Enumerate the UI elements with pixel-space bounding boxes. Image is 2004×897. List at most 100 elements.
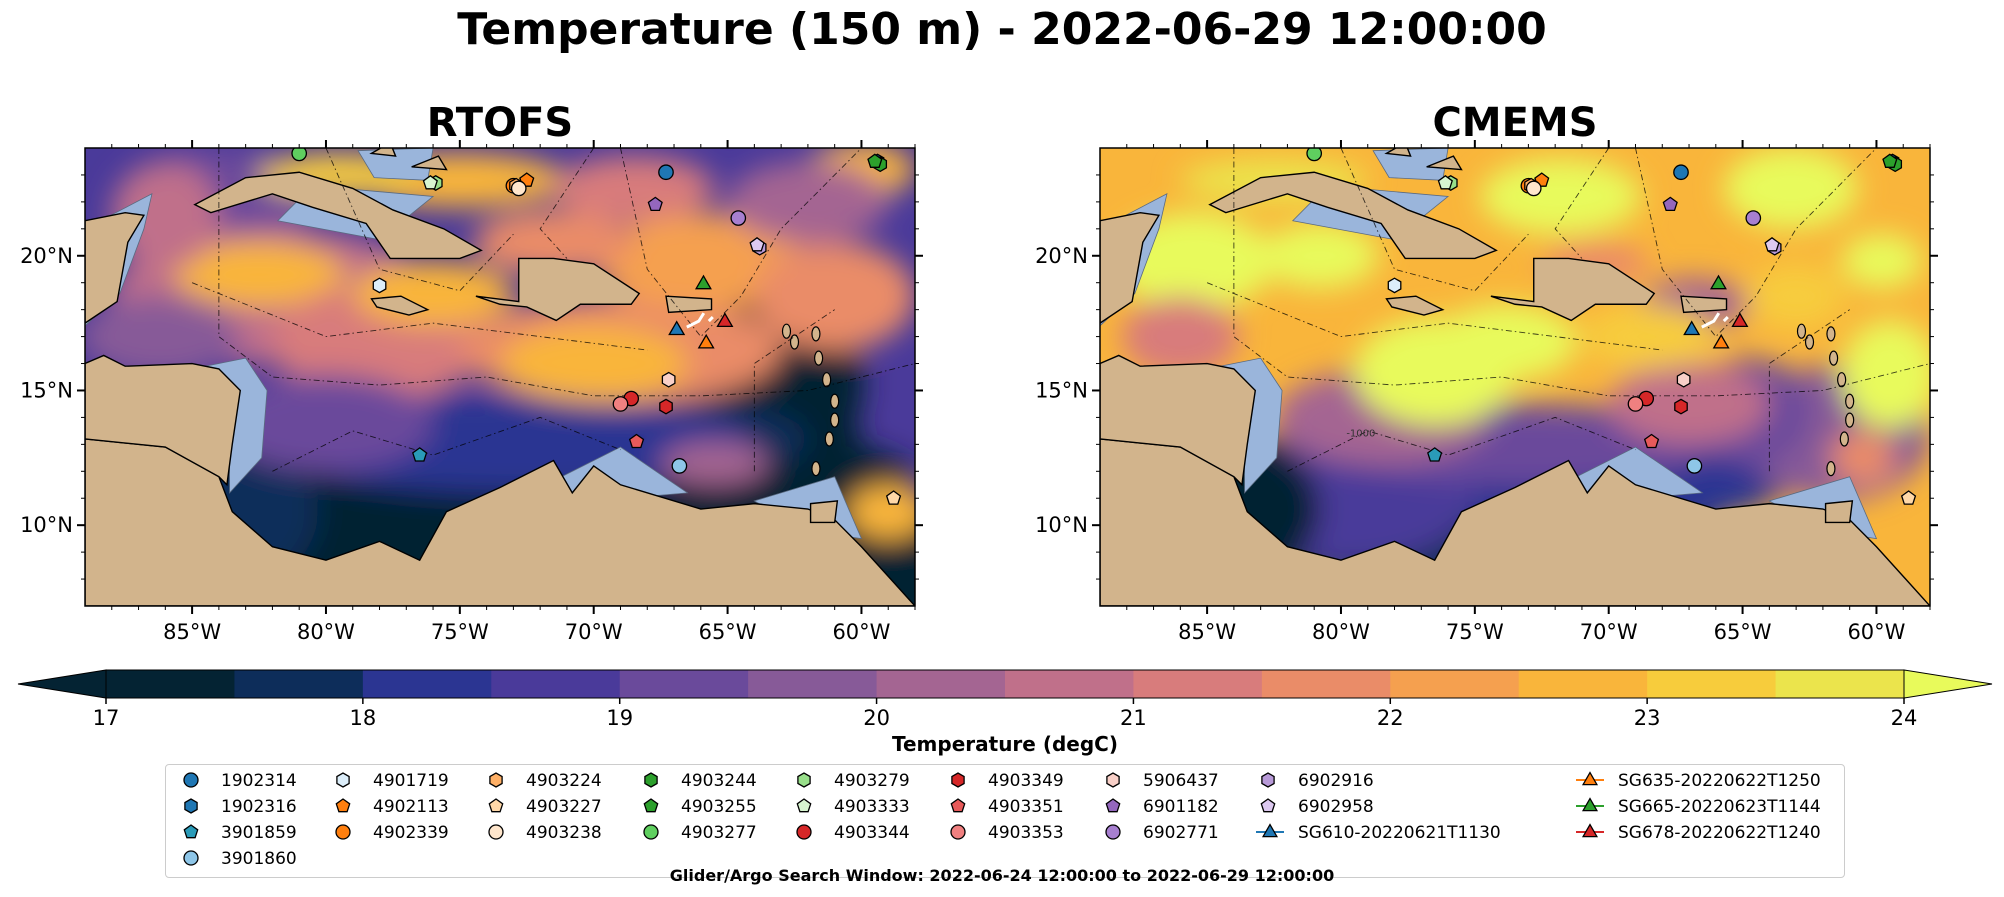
argo-4903277-marker: [291, 148, 308, 162]
glider-SG635-20220622T1250-marker: [1712, 333, 1730, 349]
legend-label: 6902916: [1298, 771, 1374, 791]
legend-entry: 3901860: [183, 849, 297, 869]
legend-label: 6902771: [1143, 823, 1219, 843]
island: [1845, 393, 1855, 409]
legend-marker: [489, 772, 503, 788]
lat-tick-label: 15°N: [20, 378, 73, 402]
legend: 1902314 1902316 3901859 3901860 4901719 49021…: [165, 764, 1845, 878]
legend-entry: 1902316: [184, 797, 297, 817]
observation-markers: [291, 148, 902, 505]
eez-boundary: [1768, 309, 1850, 472]
argo-4903238-marker: [510, 180, 527, 197]
temperature-contour: [1723, 148, 1858, 229]
legend-label: 4901719: [373, 771, 449, 791]
lon-tick-label: 80°W: [1312, 620, 1370, 644]
island: [1837, 372, 1847, 388]
legend-entry: 4903244: [644, 771, 757, 791]
legend-marker: [1105, 824, 1121, 840]
legend-label: 3901860: [221, 849, 297, 869]
eez-boundary: [191, 282, 648, 351]
argo-6901182-marker: [647, 196, 663, 212]
legend-entry: 4903255: [643, 797, 757, 817]
argo-4903227-marker: [1900, 490, 1917, 505]
legend-entry: 3901859: [183, 823, 297, 843]
legend-marker: [1260, 798, 1276, 813]
legend-entry: 6902771: [1105, 823, 1219, 843]
legend-label: SG610-20220621T1130: [1298, 823, 1501, 843]
legend-marker: [488, 798, 504, 813]
eez-boundary: [218, 148, 915, 397]
map-panel-rtofs: 85°W 80°W 75°W 70°W 65°W 60°W 20°N 15°N 10°N: [20, 140, 923, 644]
legend-marker: [1581, 771, 1599, 786]
island: [824, 431, 834, 447]
glider-track: [686, 312, 714, 329]
lat-tick-label: 10°N: [1035, 513, 1088, 537]
legend-marker: [183, 850, 199, 866]
eez-boundary: [272, 416, 621, 472]
legend-label: 4903277: [681, 823, 757, 843]
map-frame: [84, 147, 916, 607]
temperature-contour: [1841, 320, 1930, 429]
lon-tick-label: 60°W: [832, 620, 890, 644]
legend-entry: 6901182: [1105, 797, 1219, 817]
legend-marker: [796, 824, 812, 840]
legend-marker: [643, 824, 659, 840]
legend-label: 4903351: [988, 797, 1064, 817]
legend-entry: SG610-20220621T1130: [1256, 823, 1501, 843]
legend-label: SG678-20220622T1240: [1618, 823, 1821, 843]
land-cuba: [1208, 171, 1498, 260]
argo-6902771-marker: [730, 210, 747, 226]
glider-SG610-20220621T1130-marker: [1683, 320, 1701, 336]
panel-title-rtofs: RTOFS: [426, 100, 574, 146]
glider-SG665-20220623T1144-marker: [1709, 274, 1727, 290]
island: [811, 326, 821, 342]
legend-marker: [183, 772, 199, 788]
lon-tick-label: 85°W: [163, 620, 221, 644]
lon-tick-label: 60°W: [1847, 620, 1905, 644]
legend-label: SG665-20220623T1144: [1618, 797, 1821, 817]
temperature-contour: [85, 296, 241, 377]
island: [1829, 350, 1839, 366]
eez-boundary: [539, 148, 595, 259]
colorbar-segment: [748, 670, 878, 698]
legend-label: 4903353: [988, 823, 1064, 843]
lon-tick-label: 70°W: [1580, 620, 1638, 644]
argo-4903349-marker: [1674, 398, 1688, 415]
colorbar-segment: [1647, 670, 1777, 698]
colorbar-extend-max: [1903, 669, 1993, 699]
legend-marker: [183, 824, 199, 839]
lat-tick-label: 20°N: [1035, 244, 1088, 268]
temperature-contour: [499, 325, 688, 402]
island: [1839, 431, 1849, 447]
eez-boundary: [1635, 148, 1877, 338]
legend-label: 4902113: [373, 797, 449, 817]
island: [1804, 334, 1815, 350]
land-jamaica: [1385, 295, 1445, 316]
temperature-contour: [553, 156, 715, 221]
colorbar-segment: [619, 670, 749, 698]
colorbar-tick-label: 19: [606, 706, 633, 730]
legend-marker: [797, 772, 811, 788]
island: [1796, 323, 1807, 339]
colorbar-tick-label: 17: [93, 706, 120, 730]
legend-entry: 4903238: [488, 823, 602, 843]
colorbar-segment: [876, 670, 1006, 698]
land-hispaniola: [1490, 257, 1656, 322]
colorbar-segment: [362, 670, 492, 698]
land-florida: [1307, 148, 1310, 149]
legend-entry: 1902314: [183, 771, 297, 791]
colorbar-tick-label: 18: [349, 706, 376, 730]
colorbar-extend-min: [17, 669, 107, 699]
legend-label: 4903333: [834, 797, 910, 817]
legend-entry: 4903227: [488, 797, 602, 817]
legend-entry: SG635-20220622T1250: [1576, 771, 1821, 791]
legend-entry: 4902113: [335, 797, 449, 817]
eez-boundary: [1287, 416, 1636, 472]
temperature-contour: [848, 484, 915, 539]
eez-boundary: [753, 309, 835, 472]
lat-tick-label: 15°N: [1035, 378, 1088, 402]
argo-4903255-marker: [1882, 153, 1898, 168]
legend-entry: 4903224: [489, 771, 602, 791]
legend-marker: [951, 772, 965, 788]
